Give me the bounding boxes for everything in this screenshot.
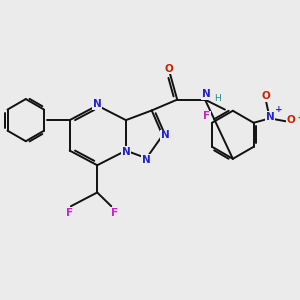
- Text: N: N: [93, 99, 102, 109]
- Text: N: N: [161, 130, 170, 140]
- Text: O: O: [261, 92, 270, 101]
- Text: H: H: [214, 94, 221, 103]
- Text: N: N: [122, 147, 130, 157]
- Text: F: F: [66, 208, 73, 218]
- Text: F: F: [111, 208, 118, 218]
- Text: N: N: [202, 89, 211, 99]
- Text: O: O: [287, 115, 296, 125]
- Text: -: -: [298, 113, 300, 123]
- Text: N: N: [142, 155, 151, 165]
- Text: F: F: [203, 111, 210, 121]
- Text: +: +: [275, 105, 282, 114]
- Text: O: O: [164, 64, 173, 74]
- Text: N: N: [266, 112, 275, 122]
